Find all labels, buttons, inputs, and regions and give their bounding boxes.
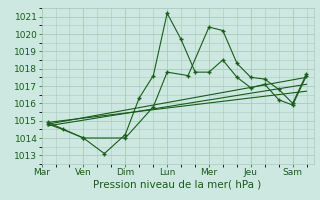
X-axis label: Pression niveau de la mer( hPa ): Pression niveau de la mer( hPa ) xyxy=(93,180,262,190)
